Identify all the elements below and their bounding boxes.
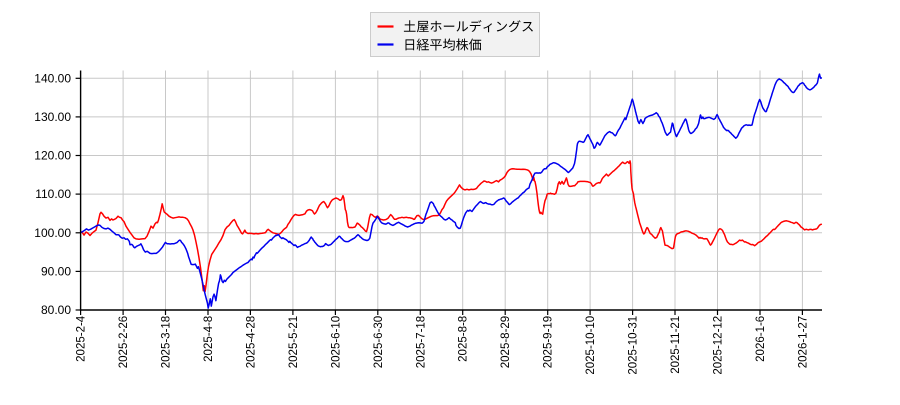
svg-text:2025-4-28: 2025-4-28	[245, 316, 257, 368]
svg-text:2025-8-8: 2025-8-8	[458, 316, 470, 362]
svg-text:2026-1-27: 2026-1-27	[797, 316, 809, 368]
svg-text:2025-9-19: 2025-9-19	[543, 316, 555, 368]
svg-text:2025-10-10: 2025-10-10	[585, 316, 597, 375]
svg-text:90.00: 90.00	[41, 264, 71, 278]
svg-text:2025-7-18: 2025-7-18	[415, 316, 427, 368]
svg-text:2026-1-6: 2026-1-6	[755, 316, 767, 362]
svg-text:2025-2-4: 2025-2-4	[76, 315, 88, 362]
svg-text:2025-12-12: 2025-12-12	[713, 316, 725, 375]
svg-text:2025-8-29: 2025-8-29	[500, 316, 512, 368]
svg-text:2025-2-26: 2025-2-26	[118, 316, 130, 368]
svg-text:2025-4-8: 2025-4-8	[203, 316, 215, 362]
svg-text:2025-6-10: 2025-6-10	[330, 316, 342, 368]
svg-text:2025-5-21: 2025-5-21	[288, 316, 300, 368]
svg-text:120.00: 120.00	[34, 149, 71, 163]
svg-text:2025-10-31: 2025-10-31	[628, 316, 640, 375]
svg-text:130.00: 130.00	[34, 110, 71, 124]
svg-text:2025-11-21: 2025-11-21	[670, 316, 682, 374]
svg-text:110.00: 110.00	[35, 187, 71, 201]
svg-text:2025-6-30: 2025-6-30	[373, 316, 385, 368]
svg-text:80.00: 80.00	[41, 303, 71, 317]
svg-text:100.00: 100.00	[34, 226, 71, 240]
svg-text:2025-3-18: 2025-3-18	[161, 316, 173, 368]
svg-text:140.00: 140.00	[34, 71, 71, 85]
